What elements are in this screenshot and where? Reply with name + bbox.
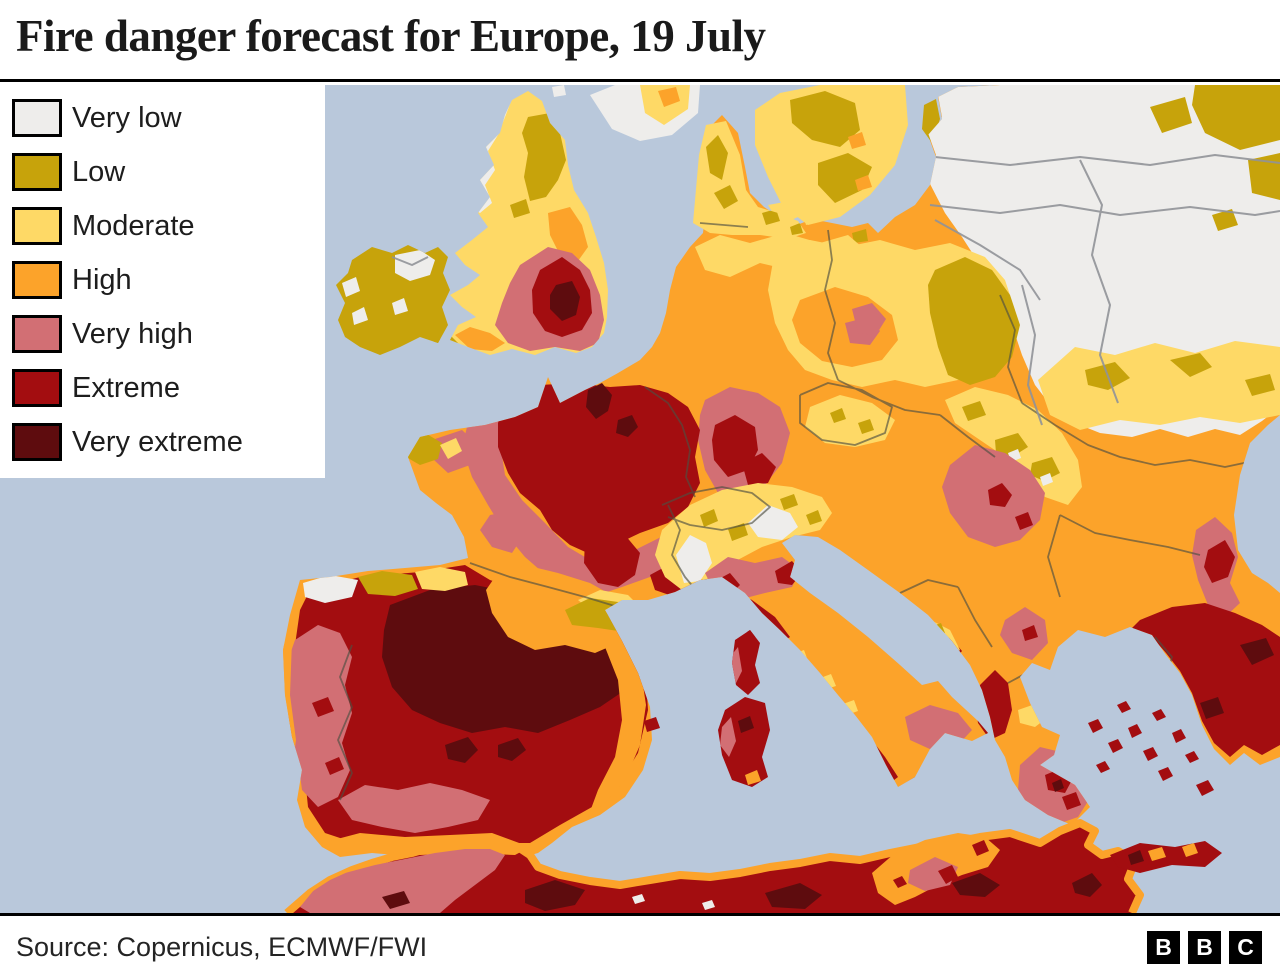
corsica: [732, 630, 760, 695]
norway-orange-spot: [658, 87, 680, 107]
legend-swatch-very-high: [12, 315, 62, 353]
sardinia-orange-dot: [745, 770, 761, 785]
peloponnese-red: [1045, 768, 1081, 810]
alps-olive-dots: [700, 494, 822, 541]
africa-white-dots: [632, 894, 715, 910]
header: Fire danger forecast for Europe, 19 July: [0, 0, 1280, 82]
legend-swatch-very-low: [12, 99, 62, 137]
baltics-band-olive: [1085, 353, 1275, 396]
legend-swatch-extreme: [12, 369, 62, 407]
legend-label: Very high: [72, 317, 193, 350]
legend-swatch-low: [12, 153, 62, 191]
legend-label: Very low: [72, 101, 182, 134]
page-title: Fire danger forecast for Europe, 19 July: [16, 11, 766, 61]
legend-item-extreme: Extreme: [12, 369, 180, 407]
sweden-orange-spots: [848, 132, 872, 191]
france-red: [498, 383, 712, 597]
east-salmon-patches: [942, 445, 1048, 660]
sicily-red-dots: [938, 840, 989, 884]
bbc-logo-block-2: B: [1188, 931, 1221, 964]
czech-olive-dots: [830, 408, 874, 434]
footer: Source: Copernicus, ECMWF/FWI B B C: [0, 913, 1280, 978]
legend-item-very-extreme: Very extreme: [12, 423, 243, 461]
iberia-salmon: [286, 625, 490, 833]
shetland-islands: [552, 85, 566, 97]
legend-swatch-high: [12, 261, 62, 299]
sweden-olive: [790, 91, 872, 203]
alps-white-ridges: [676, 505, 798, 583]
baltics-yellow-band: [1038, 341, 1280, 430]
denmark-olive-dots: [706, 135, 803, 235]
baltic-country-borders: [391, 154, 1280, 426]
legend-label: Low: [72, 155, 126, 188]
bbc-logo: B B C: [1147, 931, 1262, 964]
ne-england-orange: [548, 207, 588, 261]
legend-item-low: Low: [12, 153, 125, 191]
france-very-extreme: [586, 383, 638, 437]
legend-label: Very extreme: [72, 425, 243, 458]
east-poland-olive: [928, 257, 1020, 385]
iberia-orange-fringes: [283, 565, 646, 855]
europe-fire-danger-map: Very low Low Moderate High Very high Ext…: [0, 85, 1280, 913]
morocco-salmon: [300, 849, 505, 913]
iberia-north-olive: [358, 571, 418, 596]
legend-swatch-very-extreme: [12, 423, 62, 461]
legend-label: Moderate: [72, 209, 195, 242]
baltics-olive-patches: [1150, 85, 1280, 231]
romania-coast-red: [1204, 540, 1235, 583]
england-very-extreme: [550, 281, 580, 321]
scotland-olive: [510, 113, 566, 218]
iberia-north-yellow: [415, 567, 468, 591]
source-attribution: Source: Copernicus, ECMWF/FWI: [16, 932, 428, 962]
carpathians-olive: [962, 401, 1060, 481]
africa-maroon-patches: [382, 873, 1102, 911]
legend-label: Extreme: [72, 371, 180, 404]
legend-label: High: [72, 263, 132, 296]
carpathians-white-dots: [1008, 449, 1053, 486]
legend-item-very-high: Very high: [12, 315, 193, 353]
country-borders: [337, 222, 1259, 801]
east-red-dots: [988, 483, 1038, 641]
czech-yellow: [805, 395, 895, 447]
ireland-white-patches: [342, 250, 435, 325]
legend-item-moderate: Moderate: [12, 207, 195, 245]
bbc-logo-block-1: B: [1147, 931, 1180, 964]
sardinia-salmon: [720, 717, 736, 757]
france-salmon: [432, 397, 712, 595]
map-canvas: [0, 85, 1280, 913]
legend-item-very-low: Very low: [12, 99, 182, 137]
legend-swatch-moderate: [12, 207, 62, 245]
legend-item-high: High: [12, 261, 132, 299]
portugal-red-dots: [312, 697, 344, 775]
bornholm-island: [852, 229, 868, 243]
baltics-very-low: [928, 85, 1280, 437]
wales-orange: [455, 327, 505, 351]
bbc-logo-block-3: C: [1229, 931, 1262, 964]
legend-panel: Very low Low Moderate High Very high Ext…: [0, 85, 325, 478]
turkey-maroon-dots: [1200, 638, 1274, 719]
iberia-north-white: [303, 575, 358, 603]
germany-red: [712, 415, 776, 485]
brittany-yellow: [440, 438, 462, 459]
crete-orange-dots: [1148, 843, 1198, 861]
